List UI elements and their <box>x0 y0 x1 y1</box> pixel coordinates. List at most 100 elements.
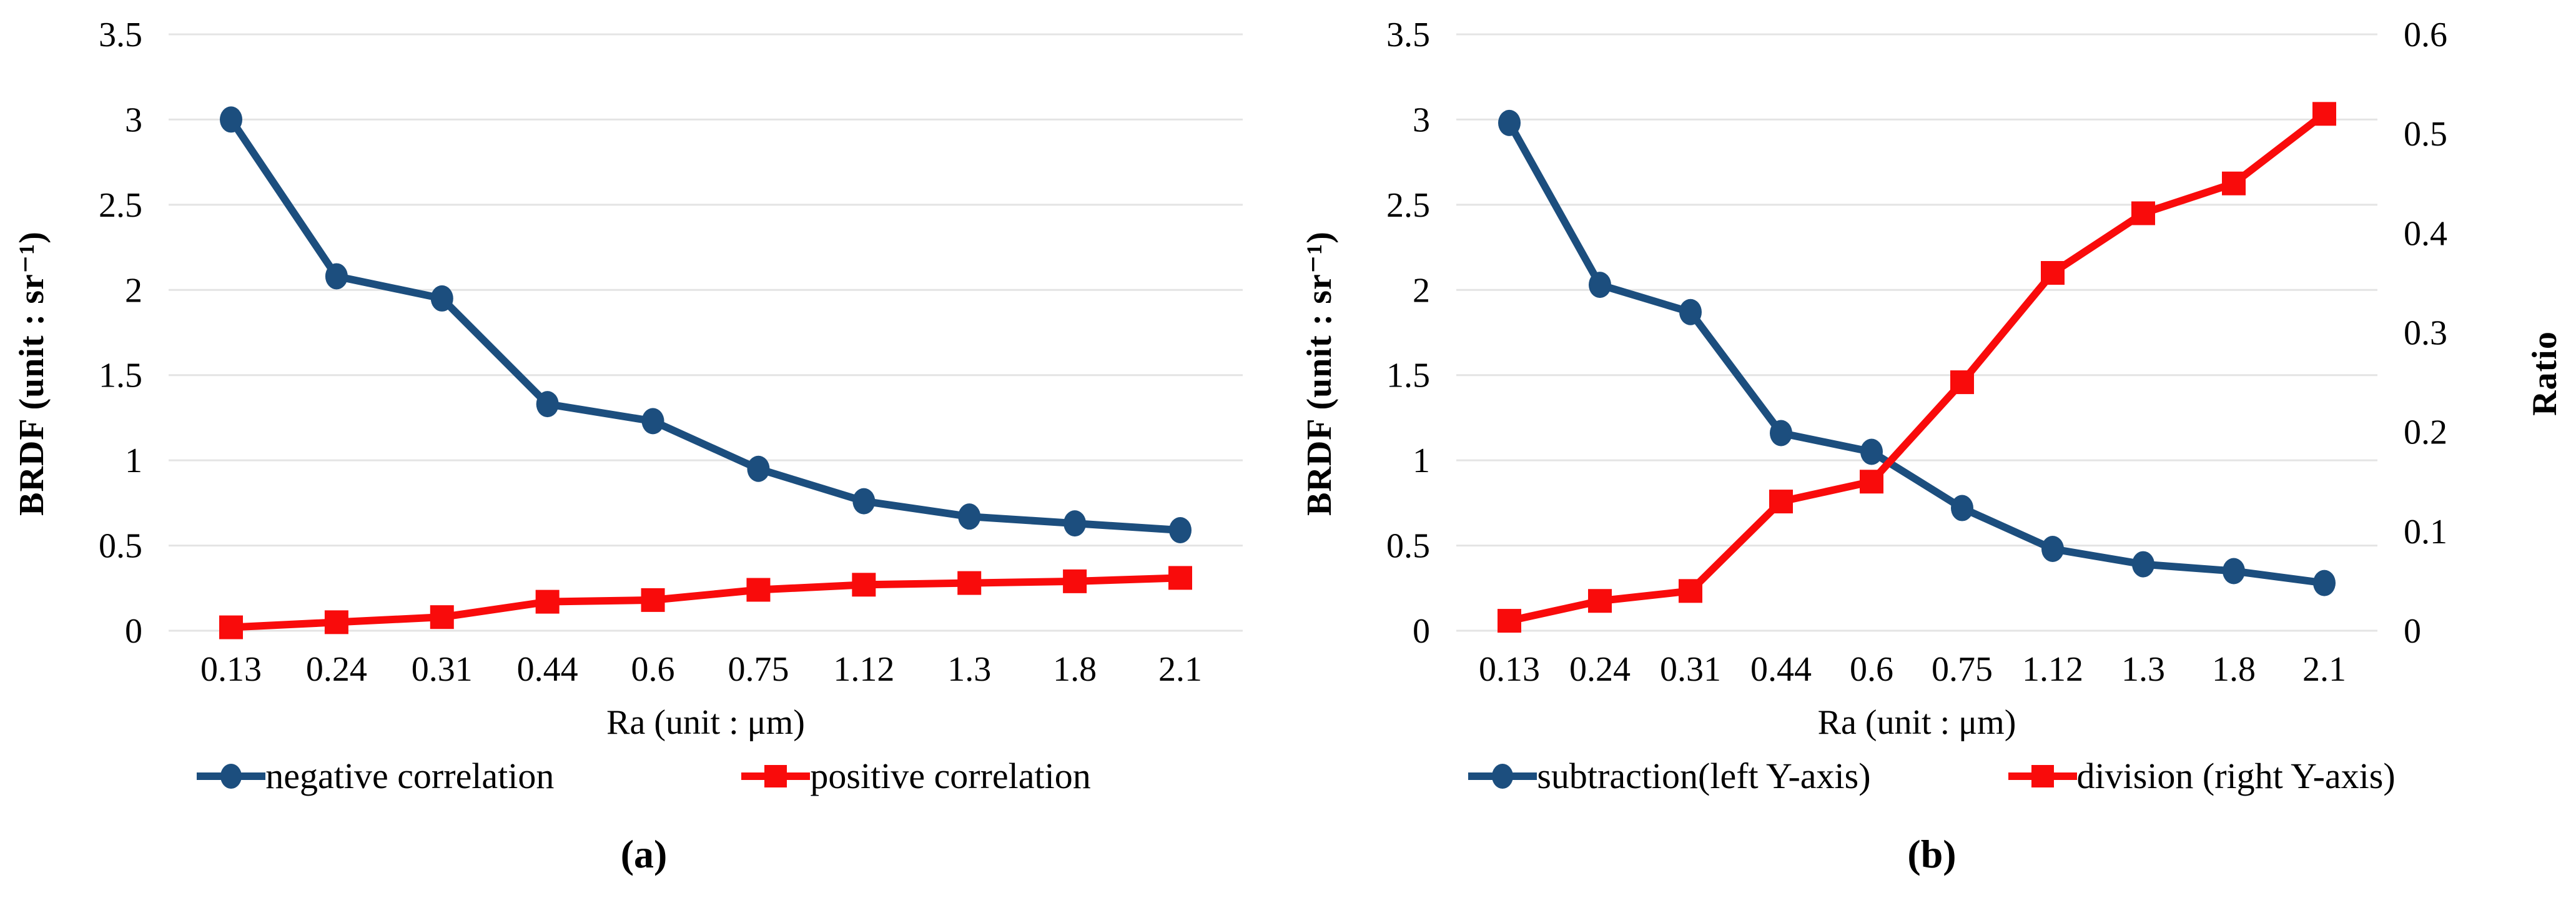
y-axis-tick-label: 2.5 <box>1386 186 1430 225</box>
y-axis-tick-label: 0 <box>125 612 142 651</box>
y-axis-tick-label: 0.5 <box>99 527 142 566</box>
secondary-y-axis-title-column-b: Ratio <box>2514 0 2576 746</box>
x-axis-tick-label: 0.6 <box>1850 650 1893 689</box>
x-axis-tick-label: 0.13 <box>1479 650 1540 689</box>
y-axis-tick-label: 1 <box>1413 442 1430 480</box>
y-axis-tick-label: 1.5 <box>99 357 142 395</box>
data-point-subtraction-left-y-axis <box>2041 536 2064 563</box>
legend-label-subtraction: subtraction(left Y-axis) <box>1537 756 1871 796</box>
data-point-division-right-y-axis <box>1679 579 1702 603</box>
legend-item-positive-correlation: positive correlation <box>741 755 1091 797</box>
legend-circle-marker <box>220 763 242 789</box>
x-axis-tick-label: 0.75 <box>728 650 789 689</box>
secondary-y-axis-tick-label: 0.4 <box>2404 214 2447 253</box>
x-axis-title: Ra (unit : μm) <box>1818 703 2016 742</box>
data-point-positive-correlation <box>535 590 560 614</box>
chart-a-plot: 0 0.5 1 1.5 2 2.5 3 3.5 0.13 0.24 0.31 0.44 0.6 0.75 1… <box>99 16 1243 742</box>
y-axis-tick-label: 1 <box>125 442 142 480</box>
data-point-positive-correlation <box>852 573 876 597</box>
chart-panel-b: BRDF (unit : sr⁻¹) 0 0.5 1 1.5 2 2.5 3 3.5 0 0.1 0… <box>1288 0 2576 903</box>
series-line-subtraction-left-y-axis <box>1506 119 2328 587</box>
data-point-positive-correlation <box>957 571 982 595</box>
data-point-division-right-y-axis <box>1769 490 1793 514</box>
data-point-negative-correlation <box>325 263 348 290</box>
y-axis-tick-label: 3.5 <box>99 16 142 54</box>
x-axis-tick-label: 1.3 <box>947 650 991 689</box>
chart-panel-a: BRDF (unit : sr⁻¹) 0 0.5 1 1.5 2 2.5 3 3.5 0.13 0… <box>0 0 1288 876</box>
data-point-division-right-y-axis <box>2222 171 2246 195</box>
series-line-division-right-y-axis <box>1506 110 2328 625</box>
legend-label-division: division (right Y-axis) <box>2076 756 2396 796</box>
data-point-division-right-y-axis <box>1950 370 1974 395</box>
data-point-positive-correlation <box>430 605 454 629</box>
data-point-division-right-y-axis <box>2312 102 2336 126</box>
legend-b: subtraction(left Y-axis) division (right… <box>1288 746 2576 806</box>
y-axis-tick-label: 0 <box>1413 612 1430 651</box>
x-axis-tick-label: 0.6 <box>631 650 675 689</box>
data-point-negative-correlation <box>641 408 664 435</box>
x-axis-tick-label: 1.12 <box>2022 650 2083 689</box>
y-axis-title-a: BRDF (unit : sr⁻¹) <box>12 230 51 516</box>
x-axis-title: Ra (unit : μm) <box>606 703 805 742</box>
y-axis-title-column-b: BRDF (unit : sr⁻¹) <box>1288 0 1350 746</box>
legend-item-negative-correlation: negative correlation <box>197 755 554 797</box>
legend-a: negative correlation positive correlatio… <box>0 746 1288 806</box>
data-point-subtraction-left-y-axis <box>2132 551 2154 578</box>
x-axis-tick-label: 2.1 <box>2302 650 2346 689</box>
data-point-positive-correlation <box>641 588 665 612</box>
secondary-y-axis-tick-label: 0.1 <box>2404 513 2447 551</box>
x-axis-tick-label: 1.3 <box>2121 650 2165 689</box>
secondary-y-axis-title-b: Ratio <box>2525 330 2564 416</box>
secondary-y-axis-tick-label: 0.5 <box>2404 115 2447 154</box>
series-line-negative-correlation <box>227 116 1184 535</box>
y-axis-tick-label: 3.5 <box>1386 16 1430 54</box>
plot-row-b: BRDF (unit : sr⁻¹) 0 0.5 1 1.5 2 2.5 3 3.5 0 0.1 0… <box>1288 0 2576 746</box>
secondary-y-axis-tick-label: 0.2 <box>2404 413 2447 452</box>
legend-circle-marker <box>1492 763 1514 789</box>
data-point-subtraction-left-y-axis <box>1679 299 1702 325</box>
x-axis-tick-label: 0.75 <box>1932 650 1993 689</box>
data-point-negative-correlation <box>1169 517 1192 544</box>
y-axis-tick-label: 2 <box>125 271 142 310</box>
legend-marker-division-icon <box>2008 761 2077 792</box>
legend-label-positive-correlation: positive correlation <box>810 756 1091 796</box>
x-axis-tick-label: 0.44 <box>517 650 578 689</box>
chart-b-plot: 0 0.5 1 1.5 2 2.5 3 3.5 0 0.1 0.2 0.3 0.4 0.5 0.6 0.13 0… <box>1386 16 2447 742</box>
data-point-subtraction-left-y-axis <box>1589 272 1611 299</box>
y-axis-tick-label: 2.5 <box>99 186 142 225</box>
data-point-division-right-y-axis <box>1498 609 1521 633</box>
data-point-negative-correlation <box>220 106 242 133</box>
legend-item-subtraction: subtraction(left Y-axis) <box>1468 755 1871 797</box>
secondary-y-axis-tick-label: 0 <box>2404 612 2421 651</box>
x-axis-tick-label: 0.31 <box>412 650 473 689</box>
data-point-positive-correlation <box>746 578 771 602</box>
data-point-division-right-y-axis <box>2041 261 2065 285</box>
data-point-subtraction-left-y-axis <box>1498 109 1521 136</box>
x-axis-tick-label: 0.31 <box>1660 650 1721 689</box>
data-point-positive-correlation <box>324 610 348 634</box>
plot-row-a: BRDF (unit : sr⁻¹) 0 0.5 1 1.5 2 2.5 3 3.5 0.13 0… <box>0 0 1288 746</box>
x-axis-tick-label: 1.12 <box>833 650 894 689</box>
data-point-division-right-y-axis <box>1860 470 1883 494</box>
legend-marker-positive-correlation-icon <box>741 761 811 792</box>
data-point-subtraction-left-y-axis <box>1770 420 1792 447</box>
y-axis-tick-label: 0.5 <box>1386 527 1430 566</box>
legend-square-marker <box>2031 764 2054 787</box>
data-point-division-right-y-axis <box>2131 201 2155 225</box>
legend-marker-subtraction-icon <box>1468 761 1537 792</box>
y-axis-tick-label: 3 <box>125 101 142 139</box>
data-point-negative-correlation <box>852 488 876 515</box>
data-point-positive-correlation <box>1168 566 1192 590</box>
x-axis-tick-label: 0.13 <box>200 650 262 689</box>
secondary-y-axis-tick-label: 0.3 <box>2404 314 2447 353</box>
legend-label-negative-correlation: negative correlation <box>265 756 555 796</box>
caption-a: (a) <box>620 832 668 876</box>
data-point-subtraction-left-y-axis <box>2313 570 2336 596</box>
data-point-positive-correlation <box>1063 569 1087 593</box>
data-point-subtraction-left-y-axis <box>2223 558 2245 585</box>
data-point-negative-correlation <box>747 455 770 482</box>
y-axis-tick-label: 3 <box>1413 101 1430 139</box>
x-axis-tick-label: 1.8 <box>2212 650 2256 689</box>
y-axis-tick-label: 2 <box>1413 271 1430 310</box>
